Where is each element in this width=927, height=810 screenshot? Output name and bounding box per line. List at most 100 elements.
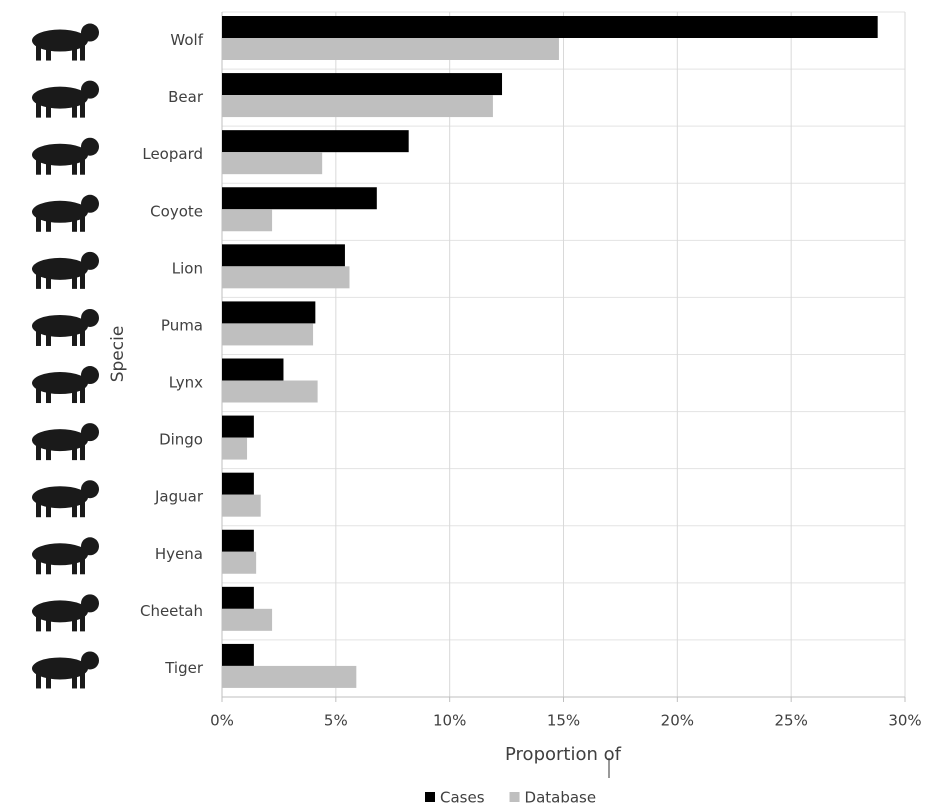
x-tick-label: 30%	[888, 712, 921, 730]
icon-part	[81, 308, 99, 327]
icon-part	[81, 423, 99, 442]
icon-part	[80, 268, 85, 289]
icon-part	[72, 383, 77, 404]
bar	[222, 380, 318, 403]
icon-part	[46, 554, 51, 575]
icon-part	[81, 651, 99, 670]
icon-part	[80, 383, 85, 404]
icon-part	[46, 383, 51, 404]
icon-part	[72, 668, 77, 689]
y-tick-label: Leopard	[142, 145, 203, 163]
icon-part	[80, 497, 85, 518]
icon-part	[46, 497, 51, 518]
x-tick-label: 20%	[661, 712, 694, 730]
x-tick-label: 15%	[547, 712, 580, 730]
bar	[222, 152, 323, 175]
icon-part	[72, 554, 77, 575]
y-tick-label: Cheetah	[140, 602, 203, 620]
bar	[222, 95, 493, 118]
y-tick-label: Bear	[168, 88, 204, 106]
y-tick-label: Lynx	[169, 374, 203, 392]
icon-part	[46, 97, 51, 118]
bar	[222, 301, 316, 324]
icon-part	[81, 594, 99, 613]
icon-part	[36, 325, 41, 346]
bar	[222, 437, 248, 460]
bar	[222, 415, 254, 438]
bar	[222, 665, 357, 688]
icon-part	[80, 440, 85, 461]
bar	[222, 38, 559, 60]
bar	[222, 472, 254, 495]
icon-part	[36, 611, 41, 632]
icon-part	[80, 97, 85, 118]
y-tick-label: Wolf	[170, 31, 203, 49]
icon-part	[46, 668, 51, 689]
icon-part	[46, 268, 51, 289]
icon-part	[36, 554, 41, 575]
icon-part	[80, 325, 85, 346]
x-tick-label: 25%	[774, 712, 807, 730]
icon-part	[81, 23, 99, 42]
y-tick-label: Lion	[172, 259, 203, 277]
icon-part	[36, 497, 41, 518]
icon-part	[80, 668, 85, 689]
animal-icon	[32, 651, 99, 689]
icon-part	[36, 154, 41, 175]
animal-icon	[32, 137, 99, 175]
icon-part	[36, 668, 41, 689]
y-tick-label: Hyena	[155, 545, 203, 563]
icon-part	[72, 97, 77, 118]
bar	[222, 187, 377, 210]
icon-part	[46, 154, 51, 175]
icon-part	[46, 40, 51, 61]
icon-part	[36, 268, 41, 289]
icon-part	[36, 383, 41, 404]
icon-part	[72, 40, 77, 61]
icon-part	[81, 366, 99, 385]
icon-part	[80, 611, 85, 632]
icon-part	[81, 480, 99, 499]
x-tick-label: 5%	[324, 712, 348, 730]
bar	[222, 586, 254, 609]
legend-swatch	[425, 792, 435, 802]
legend-swatch	[509, 792, 520, 802]
bar	[222, 244, 345, 267]
y-tick-label: Dingo	[159, 431, 203, 449]
icon-part	[72, 611, 77, 632]
x-axis-title: Proportion of	[505, 744, 622, 765]
animal-icon	[32, 194, 99, 232]
bar	[222, 608, 273, 631]
bar	[222, 266, 350, 289]
animal-icon	[32, 480, 99, 518]
icon-part	[81, 194, 99, 213]
icon-part	[46, 325, 51, 346]
icon-part	[72, 325, 77, 346]
bar	[222, 494, 261, 517]
y-tick-label: Puma	[161, 316, 203, 334]
icon-part	[81, 80, 99, 99]
icon-part	[81, 137, 99, 156]
x-tick-label: 10%	[433, 712, 466, 730]
x-tick-label: 0%	[210, 712, 234, 730]
y-tick-label: Jaguar	[154, 488, 204, 506]
icon-part	[36, 97, 41, 118]
animal-icon	[32, 308, 99, 346]
icon-part	[36, 440, 41, 461]
bar	[222, 551, 257, 574]
legend-label: Database	[525, 789, 597, 807]
icon-part	[81, 251, 99, 270]
icon-part	[46, 440, 51, 461]
animal-icon	[32, 23, 99, 61]
icon-part	[80, 211, 85, 232]
y-tick-label: Coyote	[150, 202, 203, 220]
icon-part	[36, 211, 41, 232]
y-axis-title: Specie	[108, 326, 128, 383]
animal-icon	[32, 251, 99, 289]
icon-part	[46, 611, 51, 632]
icon-part	[46, 211, 51, 232]
bar	[222, 209, 273, 232]
icon-part	[72, 497, 77, 518]
icon-part	[80, 40, 85, 61]
